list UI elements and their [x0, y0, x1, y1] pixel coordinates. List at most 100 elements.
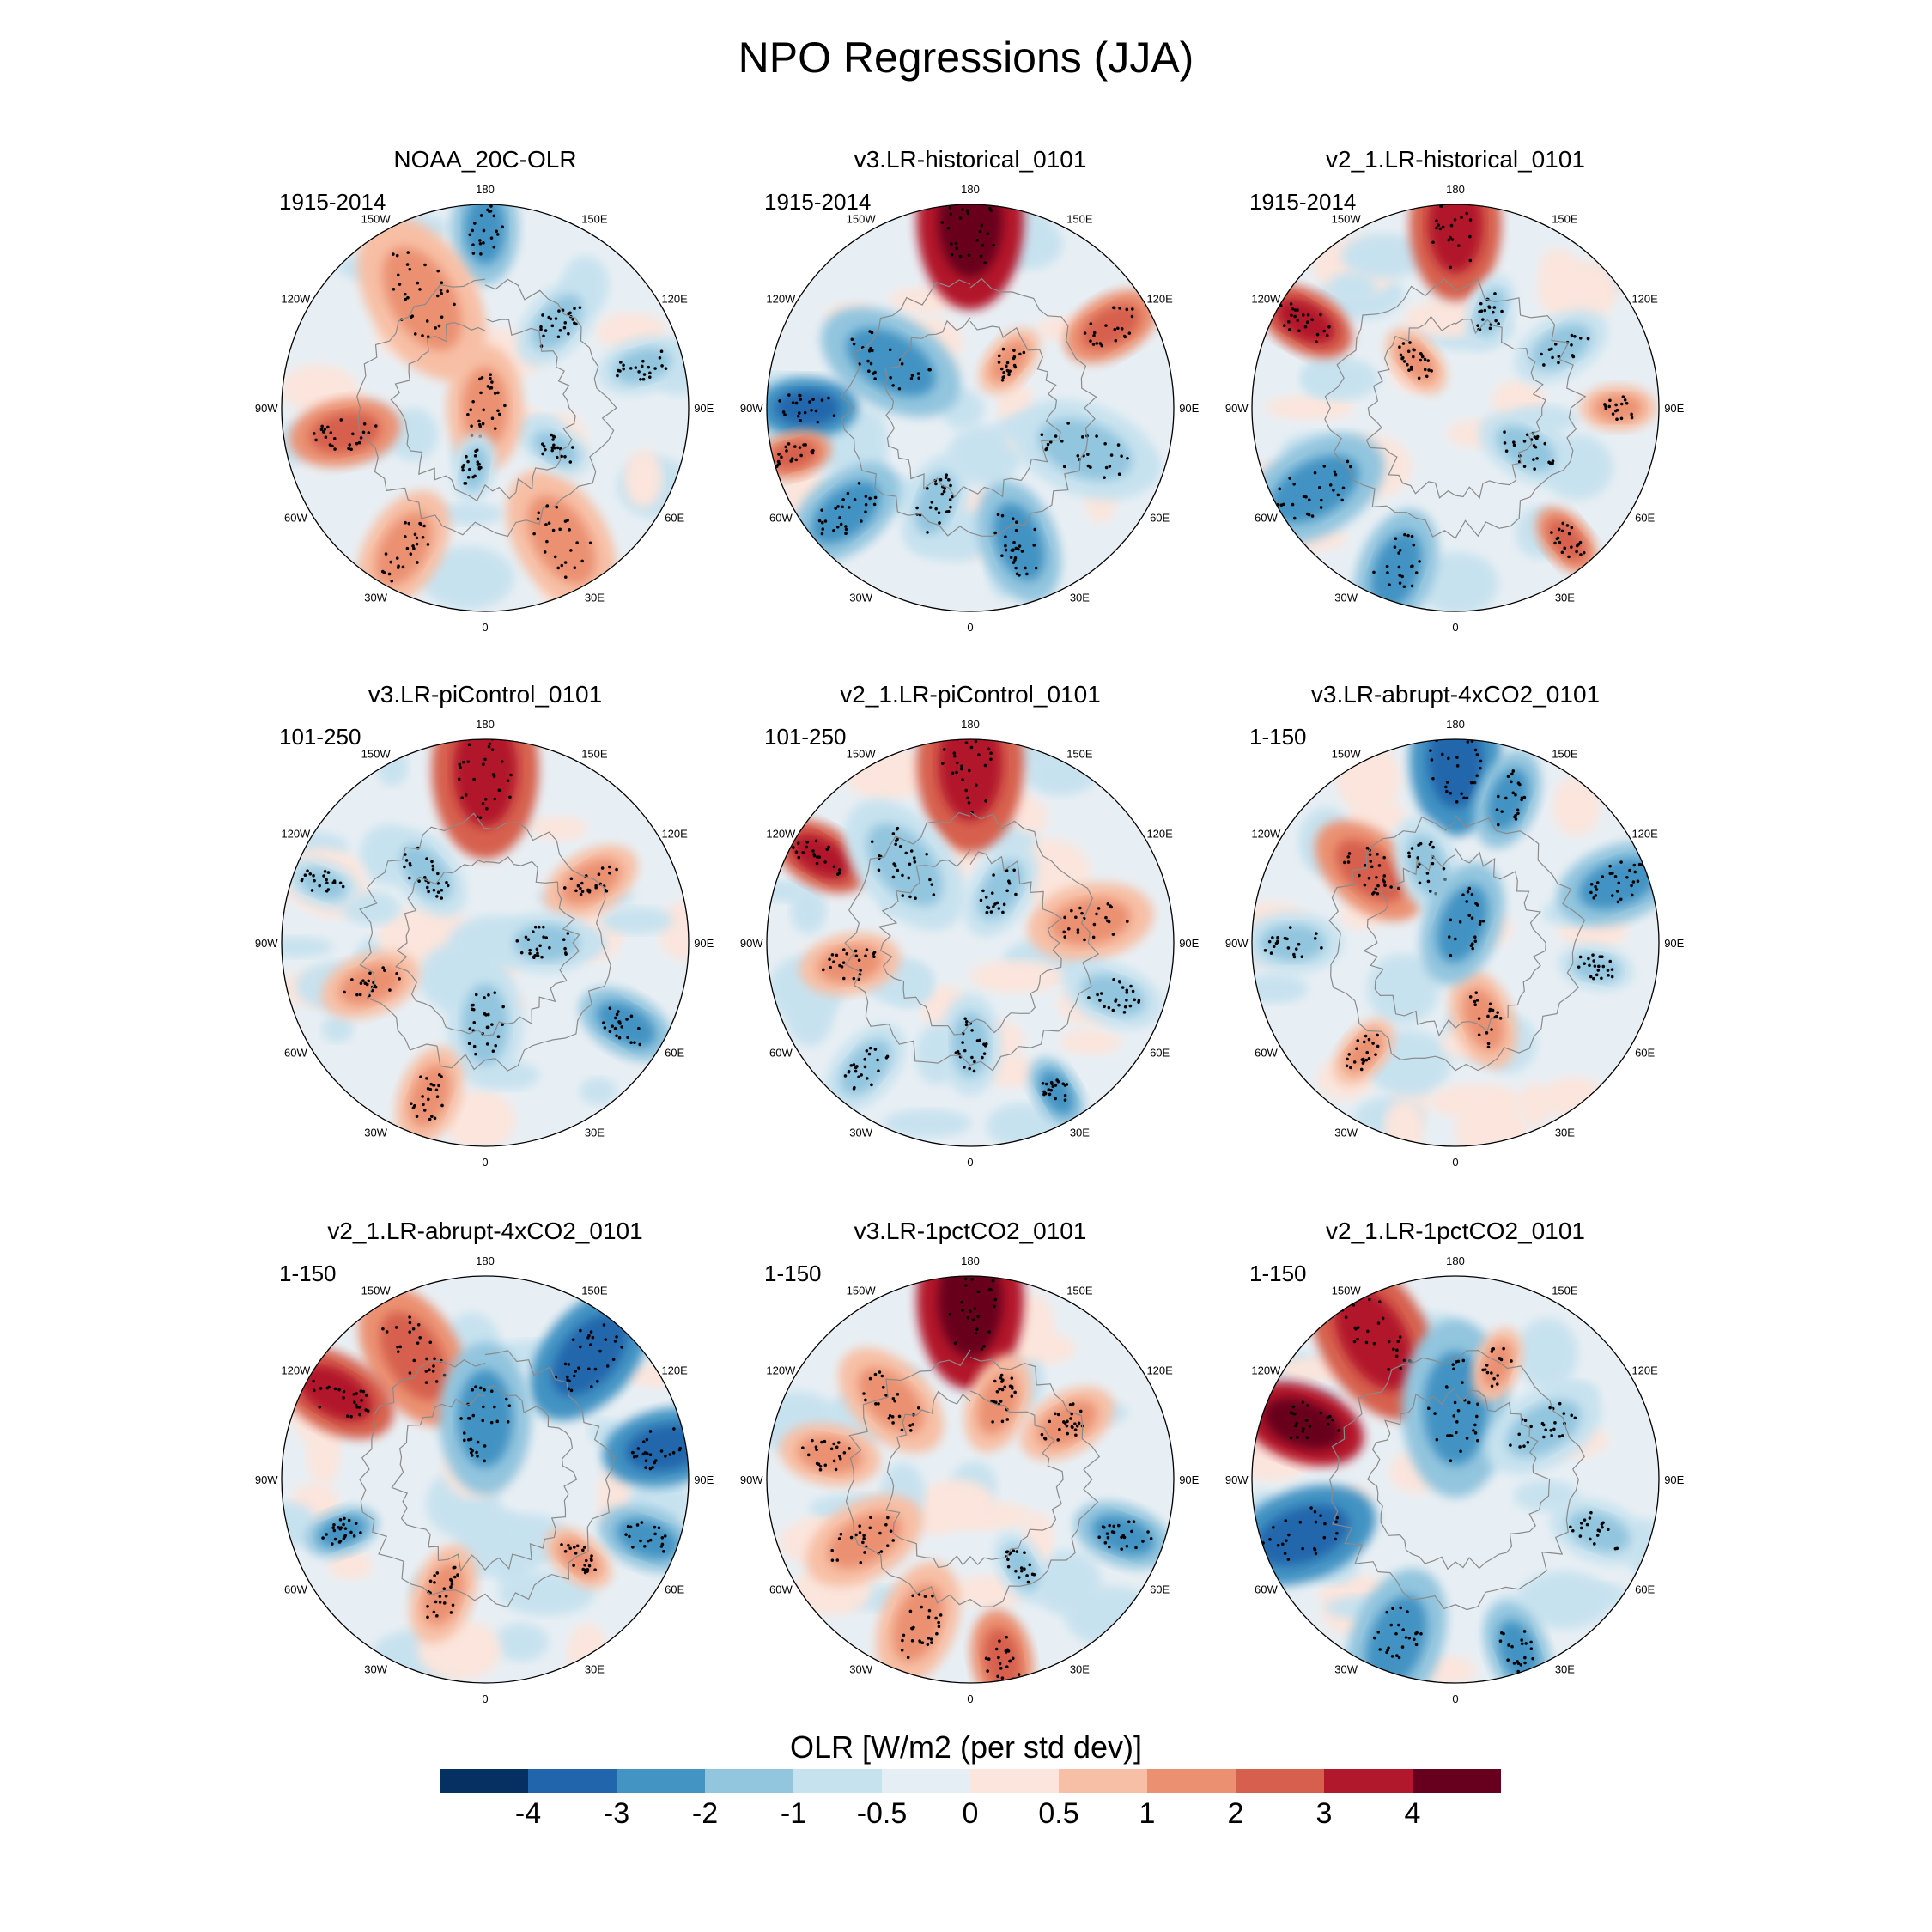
- longitude-label: 120W: [1251, 1364, 1281, 1377]
- longitude-label: 30W: [1334, 1663, 1358, 1676]
- anomaly-core: [382, 246, 462, 351]
- longitude-label: 0: [482, 621, 488, 634]
- significance-stipple: [1289, 1400, 1340, 1440]
- longitude-label: 150E: [1552, 212, 1578, 225]
- anomaly-core: [616, 1518, 679, 1559]
- longitude-label: 60E: [1150, 511, 1170, 524]
- significance-stipple: [1429, 739, 1483, 804]
- significance-stipple: [616, 349, 668, 381]
- olr-field: [767, 739, 1174, 1146]
- anomaly-patch: [767, 880, 810, 902]
- longitude-label: 30W: [1334, 1127, 1358, 1139]
- anomaly-core: [513, 924, 580, 962]
- significance-stipple: [1426, 1358, 1479, 1463]
- anomaly-core: [1334, 839, 1405, 902]
- anomaly-patch: [599, 907, 673, 934]
- map-border: [281, 1275, 690, 1684]
- colorbar-segment: [440, 1769, 528, 1793]
- longitude-label: 30W: [364, 1127, 387, 1139]
- coastline: [359, 1350, 616, 1608]
- anomaly-core: [422, 1563, 465, 1625]
- anomaly-patch: [987, 1054, 1036, 1088]
- anomaly-core: [596, 1001, 656, 1048]
- longitude-label: 120E: [1631, 828, 1658, 841]
- significance-stipple: [1431, 204, 1476, 270]
- colorbar-segment: [1059, 1769, 1147, 1793]
- longitude-label: 180: [476, 183, 495, 196]
- longitude-label: 150E: [1066, 1284, 1093, 1297]
- anomaly-core: [1370, 531, 1422, 610]
- anomaly-patch: [1541, 1077, 1605, 1118]
- significance-stipple: [862, 1370, 920, 1432]
- map-border: [1251, 1275, 1660, 1684]
- anomaly-patch: [388, 407, 439, 462]
- longitude-label: 120W: [281, 293, 311, 306]
- panel-period: 101-250: [279, 724, 361, 750]
- longitude-label: 180: [1446, 718, 1465, 731]
- longitude-label: 0: [967, 1156, 973, 1169]
- anomaly-core: [1428, 739, 1483, 809]
- longitude-label: 60W: [284, 1583, 307, 1595]
- panel-title: v3.LR-abrupt-4xCO2_0101: [1310, 681, 1601, 708]
- coastline: [840, 277, 1097, 538]
- longitude-label: 150W: [1332, 212, 1362, 225]
- significance-stipple: [1447, 886, 1485, 957]
- anomaly-core: [557, 1539, 600, 1577]
- anomaly-core: [866, 823, 943, 907]
- anomaly-core: [938, 204, 1003, 278]
- longitude-label: 120E: [1631, 293, 1658, 306]
- longitude-label: 120W: [766, 1364, 796, 1377]
- longitude-label: 30E: [585, 592, 605, 605]
- longitude-label: 60W: [1255, 511, 1278, 524]
- anomaly-core: [951, 1012, 989, 1078]
- anomaly-patch: [885, 963, 933, 1008]
- map-panel: v3.LR-1pctCO2_0101 1-150 180 150E 120E 90E 60E…: [670, 1218, 1271, 1707]
- longitude-label: 30E: [1555, 1663, 1575, 1676]
- panel-title: v3.LR-historical_0101: [854, 146, 1087, 173]
- map-panel: v2_1.LR-historical_0101 1915-2014 180 150E 1…: [1155, 146, 1756, 635]
- anomaly-core: [458, 1370, 513, 1467]
- longitude-label: 150E: [1066, 747, 1093, 760]
- anomaly-core: [938, 739, 1003, 821]
- significance-stipple: [1540, 333, 1590, 367]
- anomaly-patch: [1516, 1317, 1578, 1390]
- longitude-label: 60W: [769, 1046, 793, 1059]
- significance-stipple: [1468, 991, 1503, 1049]
- anomaly-patch: [343, 891, 401, 926]
- polar-map: 180 150E 120E 90E 60E 30E 0 30W 60W 90W 120W 150W: [740, 718, 1200, 1169]
- anomaly-patch: [321, 1015, 354, 1043]
- significance-stipple: [392, 251, 456, 339]
- significance-stipple: [381, 1315, 447, 1384]
- significance-stipple: [1041, 1078, 1069, 1102]
- longitude-label: 150W: [847, 212, 877, 225]
- significance-stipple: [1279, 302, 1331, 343]
- longitude-label: 120E: [1146, 1364, 1173, 1377]
- longitude-label: 30W: [849, 592, 872, 605]
- olr-field: [767, 1276, 1174, 1683]
- longitude-label: 60W: [1255, 1583, 1278, 1595]
- map-panel: v2_1.LR-1pctCO2_0101 1-150 180 150E 120E 90E 6…: [1155, 1218, 1756, 1707]
- polar-map: 180 150E 120E 90E 60E 30E 0 30W 60W 90W 120W 150W: [1225, 183, 1685, 634]
- significance-stipple: [1481, 1346, 1513, 1388]
- colorbar-segment: [705, 1769, 793, 1793]
- longitude-label: 30E: [585, 1663, 605, 1676]
- anomaly-core: [375, 512, 433, 586]
- panel-period: 101-250: [764, 724, 847, 750]
- anomaly-patch: [1252, 974, 1309, 1004]
- longitude-label: 150W: [847, 747, 877, 760]
- panel-title: v2_1.LR-1pctCO2_0101: [1326, 1218, 1585, 1244]
- longitude-label: 90E: [1179, 402, 1199, 415]
- significance-stipple: [1345, 1033, 1380, 1072]
- olr-field: [1252, 1276, 1659, 1683]
- anomaly-patch: [1518, 1083, 1552, 1127]
- longitude-label: 90E: [1664, 1473, 1684, 1486]
- significance-stipple: [312, 418, 378, 452]
- longitude-label: 90E: [694, 402, 714, 415]
- significance-stipple: [1569, 1510, 1619, 1551]
- anomaly-patch: [434, 502, 505, 526]
- significance-stipple: [990, 1373, 1017, 1424]
- map-panel: v2_1.LR-piControl_0101 101-250 180 150E 120E…: [670, 681, 1271, 1170]
- polar-map: 180 150E 120E 90E 60E 30E 0 30W 60W 90W 120W 150W: [740, 183, 1200, 634]
- significance-stipple: [602, 1006, 642, 1047]
- significance-stipple: [1589, 860, 1650, 904]
